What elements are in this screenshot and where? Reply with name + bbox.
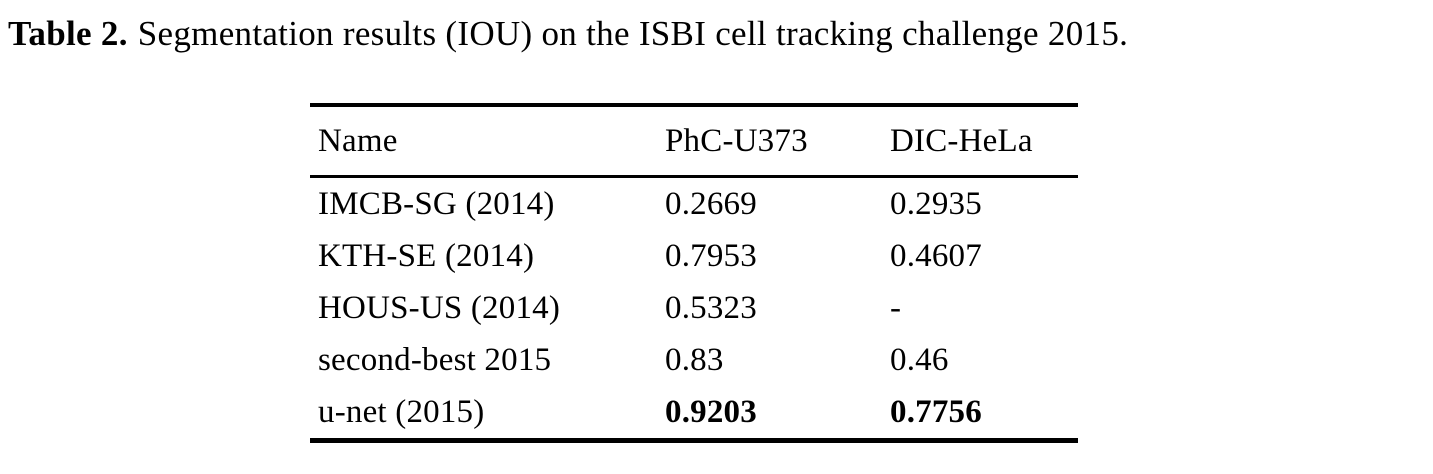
- cell-name: KTH-SE (2014): [318, 237, 535, 274]
- table-row-kth-se: KTH-SE (2014) 0.7953 0.4607: [310, 230, 1078, 282]
- table-header-rule: [310, 175, 1078, 178]
- table-row-second-best: second-best 2015 0.83 0.46: [310, 334, 1078, 386]
- table-top-rule: [310, 103, 1078, 107]
- cell-name: second-best 2015: [318, 341, 552, 378]
- table-row-hous-us: HOUS-US (2014) 0.5323 -: [310, 282, 1078, 334]
- cell-phc-u373: 0.83: [665, 341, 724, 378]
- cell-phc-u373-best: 0.9203: [665, 393, 757, 430]
- cell-phc-u373: 0.5323: [665, 289, 757, 326]
- cell-name: u-net (2015): [318, 393, 485, 430]
- table-row-imcb-sg: IMCB-SG (2014) 0.2669 0.2935: [310, 178, 1078, 230]
- caption-text: Segmentation results (IOU) on the ISBI c…: [137, 14, 1129, 53]
- caption-label: Table 2.: [8, 14, 128, 53]
- cell-dic-hela: -: [890, 289, 902, 326]
- results-table: Name PhC-U373 DIC-HeLa IMCB-SG (2014) 0.…: [310, 103, 1078, 443]
- cell-dic-hela: 0.46: [890, 341, 949, 378]
- column-header-name: Name: [318, 122, 398, 159]
- cell-phc-u373: 0.7953: [665, 237, 757, 274]
- cell-phc-u373: 0.2669: [665, 185, 757, 222]
- cell-dic-hela-best: 0.7756: [890, 393, 982, 430]
- cell-dic-hela: 0.4607: [890, 237, 982, 274]
- cell-name: IMCB-SG (2014): [318, 185, 555, 222]
- cell-dic-hela: 0.2935: [890, 185, 982, 222]
- column-header-phc-u373: PhC-U373: [665, 122, 808, 159]
- column-header-dic-hela: DIC-HeLa: [890, 122, 1033, 159]
- cell-name: HOUS-US (2014): [318, 289, 561, 326]
- table-row-u-net: u-net (2015) 0.9203 0.7756: [310, 386, 1078, 438]
- table-header-row: Name PhC-U373 DIC-HeLa: [310, 107, 1078, 175]
- table-bottom-rule: [310, 438, 1078, 443]
- table-caption: Table 2. Segmentation results (IOU) on th…: [8, 10, 1428, 58]
